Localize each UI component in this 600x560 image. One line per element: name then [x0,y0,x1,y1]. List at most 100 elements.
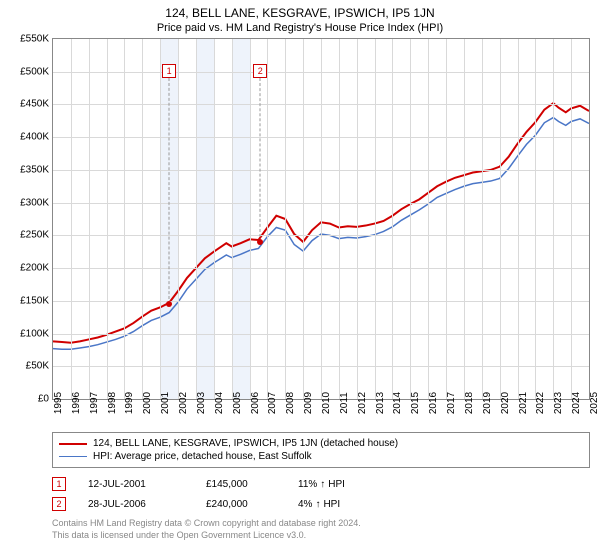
ytick-label: £500K [20,66,49,77]
gridline-vertical [160,39,161,399]
sale-hpi-pct: 11% [298,479,317,490]
xtick-label: 2024 [571,392,582,414]
gridline-vertical [107,39,108,399]
gridline-vertical [464,39,465,399]
xtick-label: 1998 [107,392,118,414]
gridline-vertical [321,39,322,399]
xtick-label: 1995 [53,392,64,414]
sale-row-price: £145,000 [206,479,276,490]
ytick-label: £250K [20,230,49,241]
sales-table: 112-JUL-2001£145,00011%HPI228-JUL-2006£2… [52,474,590,514]
xtick-label: 2023 [553,392,564,414]
legend-label: HPI: Average price, detached house, East… [93,451,312,462]
sale-marker-box: 1 [162,64,176,78]
xtick-label: 1997 [89,392,100,414]
sale-row-hpi: 11% HPI [298,479,345,490]
sale-row: 1 12-JUL-2001 £145,000 11% HPI [52,474,590,494]
ytick-label: £450K [20,99,49,110]
chart-title-main: 124, BELL LANE, KESGRAVE, IPSWICH, IP5 1… [0,0,600,20]
xtick-label: 2013 [375,392,386,414]
sale-row: 228-JUL-2006£240,0004%HPI [52,494,590,514]
legend-row: HPI: Average price, detached house, East… [59,450,583,463]
xtick-label: 2014 [392,392,403,414]
sale-marker-dot [166,301,172,307]
xtick-label: 2016 [428,392,439,414]
legend-box: 124, BELL LANE, KESGRAVE, IPSWICH, IP5 1… [52,432,590,468]
chart-plot-area: £0£50K£100K£150K£200K£250K£300K£350K£400… [52,38,590,400]
gridline-vertical [267,39,268,399]
xtick-label: 2002 [178,392,189,414]
gridline-vertical [250,39,251,399]
sale-marker-box: 2 [253,64,267,78]
legend-label: 124, BELL LANE, KESGRAVE, IPSWICH, IP5 1… [93,438,398,449]
xtick-label: 2006 [250,392,261,414]
xtick-label: 1999 [124,392,135,414]
gridline-vertical [303,39,304,399]
xtick-label: 2007 [267,392,278,414]
gridline-vertical [142,39,143,399]
sale-row-marker: 1 [52,477,66,491]
gridline-vertical [339,39,340,399]
xtick-label: 2008 [285,392,296,414]
ytick-label: £200K [20,263,49,274]
gridline-vertical [285,39,286,399]
xtick-label: 2004 [214,392,225,414]
arrow-up-icon [315,499,320,510]
footnote: Contains HM Land Registry data © Crown c… [52,518,590,541]
sale-marker-dashline [260,78,261,242]
ytick-label: £150K [20,295,49,306]
xtick-label: 2000 [142,392,153,414]
gridline-vertical [482,39,483,399]
xtick-label: 1996 [71,392,82,414]
xtick-label: 2001 [160,392,171,414]
sale-row-price: £240,000 [206,499,276,510]
gridline-vertical [124,39,125,399]
xtick-label: 2025 [589,392,600,414]
gridline-vertical [232,39,233,399]
xtick-label: 2010 [321,392,332,414]
ytick-label: £0 [38,394,49,405]
xtick-label: 2018 [464,392,475,414]
xtick-label: 2021 [518,392,529,414]
ytick-label: £550K [20,34,49,45]
xtick-label: 2003 [196,392,207,414]
footnote-line-1: Contains HM Land Registry data © Crown c… [52,518,590,530]
ytick-label: £400K [20,132,49,143]
xtick-label: 2005 [232,392,243,414]
xtick-label: 2022 [535,392,546,414]
footnote-line-2: This data is licensed under the Open Gov… [52,530,590,542]
gridline-vertical [553,39,554,399]
gridline-vertical [500,39,501,399]
sale-row-date: 12-JUL-2001 [88,479,184,490]
gridline-vertical [446,39,447,399]
gridline-vertical [71,39,72,399]
xtick-label: 2009 [303,392,314,414]
ytick-label: £50K [26,361,49,372]
gridline-vertical [89,39,90,399]
gridline-vertical [535,39,536,399]
xtick-label: 2015 [410,392,421,414]
gridline-vertical [410,39,411,399]
gridline-vertical [428,39,429,399]
legend-swatch [59,456,87,457]
gridline-vertical [178,39,179,399]
gridline-vertical [571,39,572,399]
gridline-vertical [214,39,215,399]
sale-hpi-label: HPI [328,479,345,490]
gridline-vertical [392,39,393,399]
gridline-vertical [357,39,358,399]
legend-row: 124, BELL LANE, KESGRAVE, IPSWICH, IP5 1… [59,437,583,450]
xtick-label: 2012 [357,392,368,414]
gridline-vertical [375,39,376,399]
ytick-label: £300K [20,197,49,208]
sale-hpi-label: HPI [323,499,340,510]
xtick-label: 2020 [500,392,511,414]
arrow-up-icon [320,479,325,490]
sale-row-marker: 2 [52,497,66,511]
sale-marker-dashline [169,78,170,304]
xtick-label: 2011 [339,392,350,414]
sale-hpi-pct: 4% [298,499,312,510]
chart-title-sub: Price paid vs. HM Land Registry's House … [0,20,600,38]
gridline-vertical [518,39,519,399]
xtick-label: 2019 [482,392,493,414]
